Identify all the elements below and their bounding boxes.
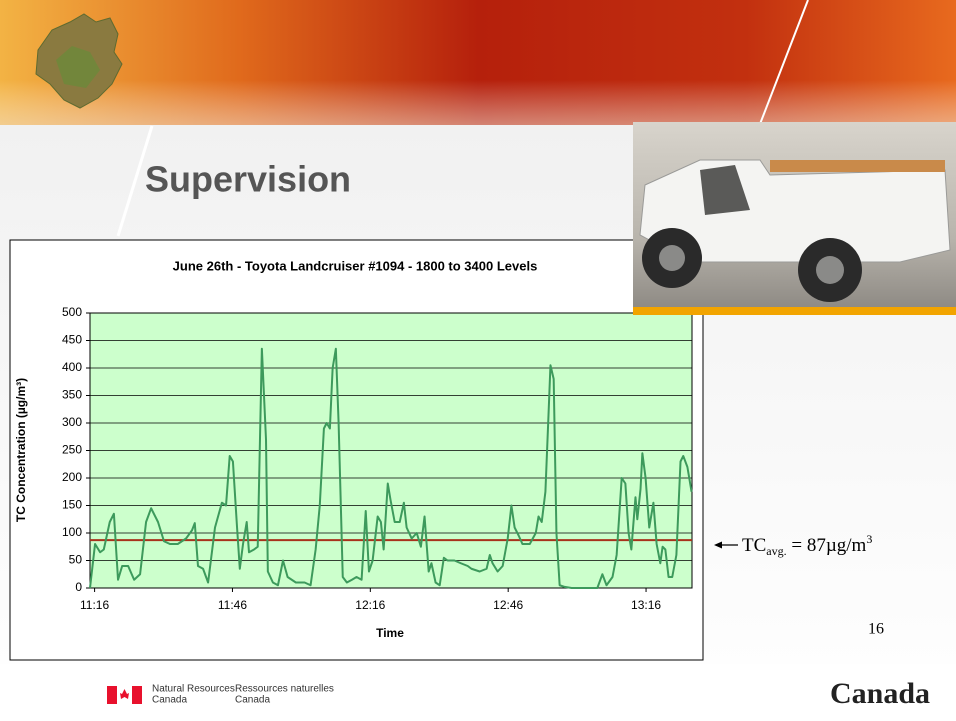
slide-title: Supervision [145, 159, 351, 200]
annotation-rest: = 87µg/m [787, 535, 867, 556]
data-line [89, 347, 693, 589]
x-tick-label: 13:16 [631, 598, 661, 612]
footer-department-fr: Canada [235, 695, 270, 706]
flag [107, 686, 142, 704]
footer [0, 664, 956, 721]
vehicle-hub [659, 245, 685, 271]
y-tick-label: 100 [62, 525, 82, 539]
y-tick-label: 50 [69, 553, 83, 567]
flag-band [107, 686, 117, 704]
vehicle-rail [770, 160, 945, 172]
y-tick-label: 0 [75, 580, 82, 594]
annotation-subscript: avg. [766, 544, 786, 558]
y-tick-label: 300 [62, 415, 82, 429]
average-annotation: TCavg. = 87µg/m3 [742, 532, 872, 558]
vehicle-hub [816, 256, 844, 284]
x-tick-label: 12:16 [355, 598, 385, 612]
x-tick-label: 11:16 [80, 598, 109, 612]
y-tick-label: 200 [62, 470, 82, 484]
canada-wordmark: Canada [830, 677, 930, 710]
y-tick-label: 400 [62, 360, 82, 374]
annotation-superscript: 3 [866, 532, 872, 546]
x-tick-label: 12:46 [493, 598, 523, 612]
page-number: 16 [868, 621, 884, 638]
y-tick-label: 350 [62, 388, 82, 402]
x-tick-label: 11:46 [218, 598, 247, 612]
plot-border [89, 312, 693, 589]
footer-department-en: Natural Resources [152, 684, 235, 695]
footer-department-fr: Ressources naturelles [235, 684, 334, 695]
maple-leaf [120, 689, 129, 699]
annotation-text: TC [742, 535, 766, 556]
header-diagonal [759, 0, 809, 125]
annotation-arrowhead [714, 541, 722, 549]
y-tick-label: 150 [62, 498, 82, 512]
canada-map-detail [56, 46, 100, 88]
header-fade [0, 80, 956, 125]
y-tick-label: 500 [62, 305, 82, 319]
flag-band [132, 686, 142, 704]
footer-department-en: Canada [152, 695, 187, 706]
title-diagonal [116, 125, 154, 237]
y-tick-label: 450 [62, 333, 82, 347]
y-tick-label: 250 [62, 443, 82, 457]
vehicle-photo [633, 122, 956, 315]
chart-title: June 26th - Toyota Landcruiser #1094 - 1… [173, 258, 538, 273]
photo-bar [633, 307, 956, 315]
y-axis-label: TC Concentration (µg/m³) [14, 378, 28, 522]
plot-area: 0 50 100 150 200 250 300 350 400 450 500 11:16 11:46… [62, 305, 693, 612]
x-axis-label: Time [376, 626, 404, 640]
vehicle-seat [700, 165, 750, 215]
